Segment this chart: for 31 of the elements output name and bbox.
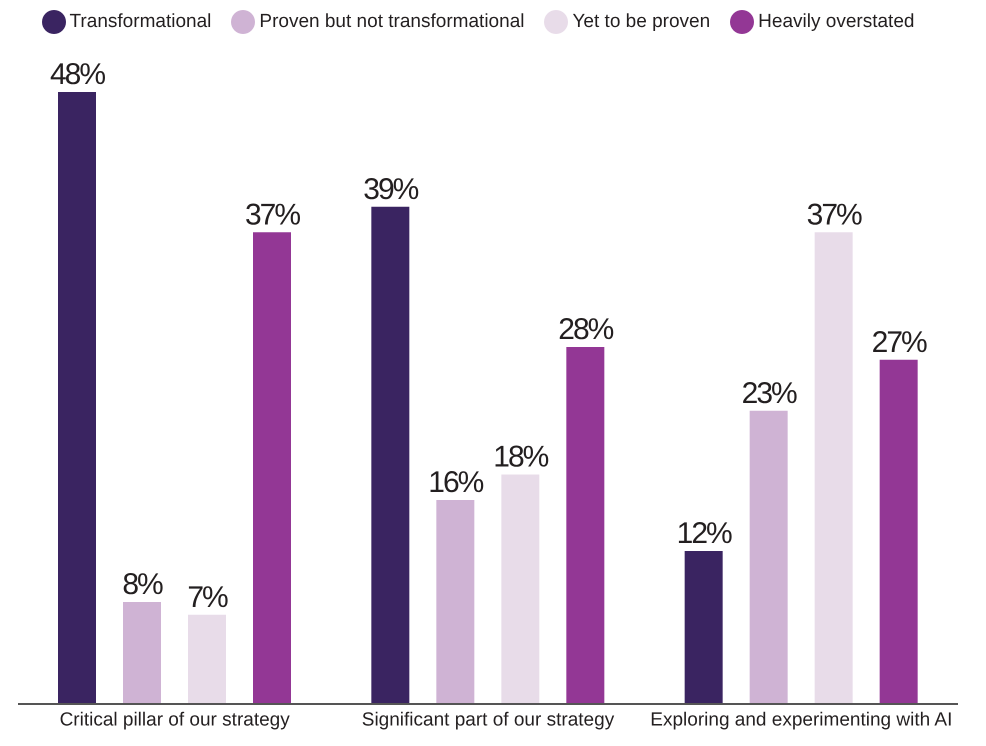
data-label: 39% bbox=[363, 172, 419, 206]
bar bbox=[371, 206, 410, 704]
x-tick-label: Significant part of our strategy bbox=[362, 709, 615, 730]
data-label: 37% bbox=[806, 198, 862, 232]
bar bbox=[188, 614, 226, 704]
data-label: 8% bbox=[122, 568, 164, 601]
bar bbox=[814, 232, 853, 704]
legend-label: Heavily overstated bbox=[758, 11, 914, 32]
bar bbox=[750, 410, 788, 704]
data-label: 12% bbox=[676, 517, 732, 550]
x-tick-label: Critical pillar of our strategy bbox=[60, 709, 290, 730]
legend-label: Yet to be proven bbox=[572, 11, 710, 32]
legend-label: Transformational bbox=[70, 11, 212, 32]
data-label: 7% bbox=[187, 580, 228, 614]
bar bbox=[436, 500, 474, 704]
bar bbox=[684, 551, 723, 704]
bar bbox=[501, 474, 540, 704]
legend-label: Proven but not transformational bbox=[259, 11, 524, 32]
data-label: 16% bbox=[428, 466, 484, 499]
data-label: 48% bbox=[50, 58, 106, 91]
data-label: 27% bbox=[872, 326, 928, 359]
bar bbox=[58, 92, 96, 704]
data-label: 28% bbox=[558, 313, 614, 346]
data-label: 37% bbox=[244, 198, 300, 232]
bar bbox=[123, 602, 161, 704]
bar bbox=[253, 232, 291, 704]
bar bbox=[566, 347, 604, 704]
bar bbox=[880, 360, 918, 704]
data-label: 18% bbox=[493, 440, 549, 474]
x-tick-label: Exploring and experimenting with AI bbox=[650, 709, 952, 730]
data-label: 23% bbox=[742, 376, 798, 410]
